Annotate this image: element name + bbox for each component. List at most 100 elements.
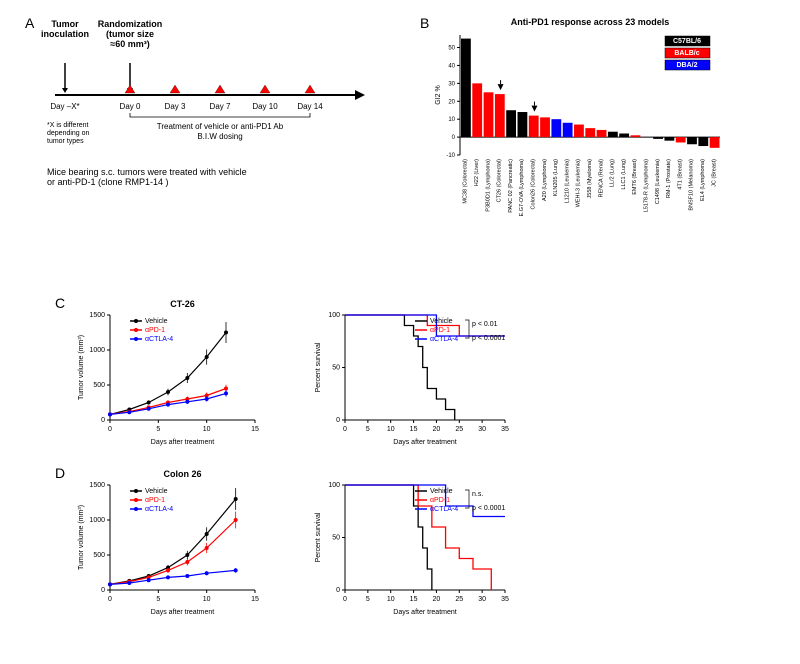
svg-text:Tumor volume (mm³): Tumor volume (mm³) [78,505,85,570]
svg-text:αPD-1: αPD-1 [430,327,450,334]
svg-text:n.s.: n.s. [472,491,483,498]
svg-text:Days after treatment: Days after treatment [393,609,456,616]
svg-text:1000: 1000 [89,347,105,354]
svg-text:KLN205 (Lung): KLN205 (Lung) [553,159,559,196]
svg-text:C1498 (Leukemia): C1498 (Leukemia) [655,159,661,204]
svg-text:Mice bearing s.c. tumors were: Mice bearing s.c. tumors were treated wi… [47,167,247,177]
svg-text:25: 25 [455,596,463,603]
svg-text:35: 35 [501,426,509,433]
svg-text:0: 0 [108,596,112,603]
svg-text:≈60 mm³): ≈60 mm³) [110,39,149,49]
svg-text:15: 15 [251,426,259,433]
svg-text:Day 3: Day 3 [165,102,186,111]
svg-text:P3B0D1 (Lymphoma): P3B0D1 (Lymphoma) [485,159,491,212]
svg-text:Day 0: Day 0 [120,102,141,111]
svg-text:Randomization: Randomization [98,19,163,29]
svg-text:Day 14: Day 14 [297,102,323,111]
svg-text:LL/2 (Lung): LL/2 (Lung) [610,159,616,187]
panel-a: TumorinoculationRandomization(tumor size… [35,15,415,205]
svg-text:50: 50 [332,535,340,542]
svg-text:4T1 (Breast): 4T1 (Breast) [677,159,683,190]
svg-text:Days after treatment: Days after treatment [151,609,214,616]
svg-text:αCTLA-4: αCTLA-4 [145,336,173,343]
svg-text:1000: 1000 [89,517,105,524]
svg-text:20: 20 [448,99,455,105]
svg-text:H22 (Liver): H22 (Liver) [474,159,480,186]
figure-container: A TumorinoculationRandomization(tumor si… [15,15,785,649]
svg-text:0: 0 [336,417,340,424]
svg-text:BALB/c: BALB/c [674,50,699,57]
svg-text:αPD-1: αPD-1 [145,327,165,334]
svg-text:5: 5 [156,426,160,433]
svg-text:RENCA (Renal): RENCA (Renal) [598,159,604,198]
panel-b-svg: Anti-PD1 response across 23 models-10010… [430,15,780,275]
svg-text:PANC 02 (Pancreatic): PANC 02 (Pancreatic) [508,159,514,213]
svg-text:0: 0 [108,426,112,433]
svg-text:Day –X*: Day –X* [50,102,79,111]
panel-b-label: B [420,15,429,31]
svg-text:5: 5 [156,596,160,603]
svg-text:Vehicle: Vehicle [145,318,168,325]
svg-text:Vehicle: Vehicle [145,488,168,495]
svg-text:B.I.W dosing: B.I.W dosing [197,132,242,141]
svg-text:WEHI-3 (Leukemia): WEHI-3 (Leukemia) [576,159,582,207]
svg-text:0: 0 [101,587,105,594]
svg-text:10: 10 [387,426,395,433]
svg-text:Tumor volume (mm³): Tumor volume (mm³) [78,335,85,400]
svg-text:50: 50 [332,365,340,372]
svg-text:αCTLA-4: αCTLA-4 [430,506,458,513]
svg-text:1500: 1500 [89,312,105,319]
svg-text:αCTLA-4: αCTLA-4 [145,506,173,513]
svg-text:35: 35 [501,596,509,603]
svg-text:LLC1 (Lung): LLC1 (Lung) [621,159,627,190]
panel-d-label: D [55,465,65,481]
svg-text:*X is different: *X is different [47,122,89,129]
svg-text:GI2 %: GI2 % [435,85,442,104]
panel-c-label: C [55,295,65,311]
svg-text:L1210 (Leukemia): L1210 (Leukemia) [564,159,570,204]
svg-text:0: 0 [452,135,456,141]
svg-text:50: 50 [448,46,455,52]
svg-text:αPD-1: αPD-1 [145,497,165,504]
panel-d-svg: Colon 26051015050010001500Tumor volume (… [75,465,605,635]
svg-text:JC (Breast): JC (Breast) [711,159,717,187]
svg-text:C57BL/6: C57BL/6 [673,38,701,45]
svg-text:inoculation: inoculation [41,29,89,39]
svg-text:1500: 1500 [89,482,105,489]
panel-c-svg: CT-26051015050010001500Tumor volume (mm³… [75,295,605,455]
svg-text:Day 7: Day 7 [210,102,231,111]
svg-text:100: 100 [328,482,340,489]
svg-text:Colon26 (Colorectal): Colon26 (Colorectal) [530,159,536,210]
svg-text:20: 20 [433,426,441,433]
svg-text:30: 30 [478,426,486,433]
svg-text:Percent survival: Percent survival [315,342,322,392]
svg-text:p < 0.01: p < 0.01 [472,321,498,328]
svg-text:15: 15 [410,596,418,603]
svg-text:25: 25 [455,426,463,433]
svg-text:5: 5 [366,596,370,603]
svg-text:EL4 (Lymphoma): EL4 (Lymphoma) [700,159,706,201]
svg-text:10: 10 [203,596,211,603]
svg-text:0: 0 [336,587,340,594]
panel-d: Colon 26051015050010001500Tumor volume (… [75,465,605,635]
svg-text:10: 10 [387,596,395,603]
svg-text:5: 5 [366,426,370,433]
svg-text:Days after treatment: Days after treatment [151,439,214,446]
svg-text:Vehicle: Vehicle [430,318,453,325]
svg-text:15: 15 [251,596,259,603]
svg-text:20: 20 [433,596,441,603]
svg-text:0: 0 [343,596,347,603]
svg-text:15: 15 [410,426,418,433]
svg-text:A20 (Lymphoma): A20 (Lymphoma) [542,159,548,201]
svg-text:40: 40 [448,63,455,69]
panel-a-label: A [25,15,34,31]
svg-text:500: 500 [93,382,105,389]
svg-text:J558 (Myeloma): J558 (Myeloma) [587,159,593,199]
svg-text:αCTLA-4: αCTLA-4 [430,336,458,343]
svg-text:E.G7-OVA (Lymphoma): E.G7-OVA (Lymphoma) [519,159,525,217]
panel-a-svg: TumorinoculationRandomization(tumor size… [35,15,415,205]
svg-text:L5178-R (Lymphoma): L5178-R (Lymphoma) [644,159,650,212]
svg-text:10: 10 [203,426,211,433]
svg-text:MC38 (Colorectal): MC38 (Colorectal) [463,159,469,204]
svg-text:30: 30 [478,596,486,603]
